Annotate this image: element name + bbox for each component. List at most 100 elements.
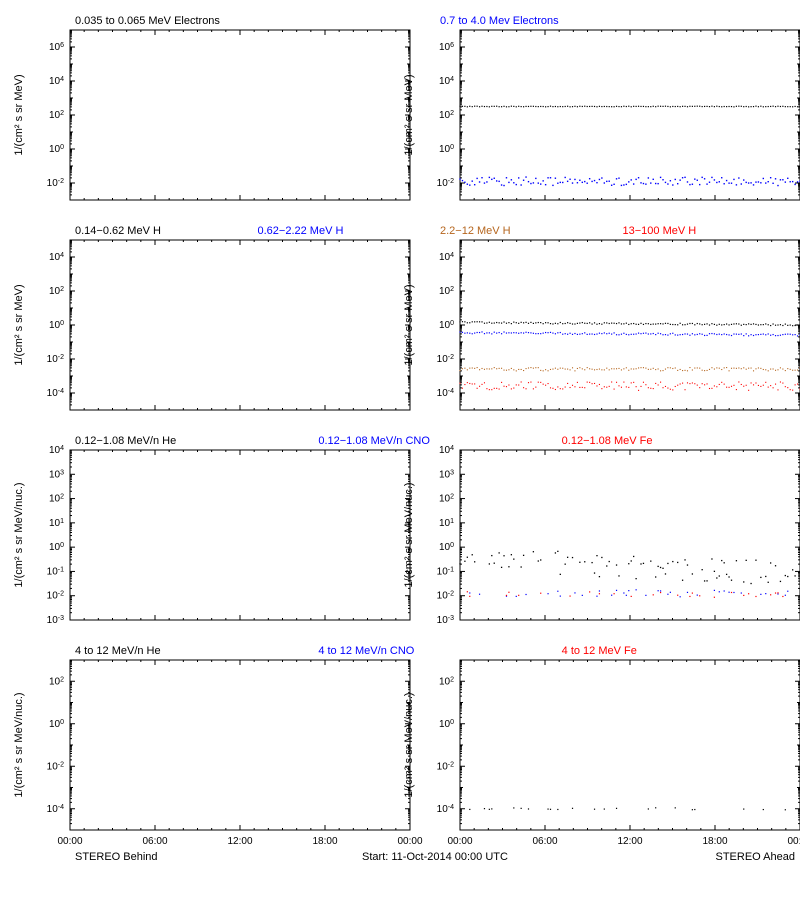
data-point — [587, 382, 588, 383]
data-point — [584, 181, 585, 182]
data-point — [489, 106, 490, 107]
data-point — [606, 387, 607, 388]
data-point — [660, 177, 661, 178]
data-point — [547, 177, 548, 178]
data-point — [753, 184, 754, 185]
data-point — [525, 322, 526, 323]
data-point — [508, 592, 509, 593]
data-point — [481, 368, 482, 369]
data-point — [616, 382, 617, 383]
data-point — [557, 809, 558, 810]
data-point — [506, 386, 507, 387]
data-point — [587, 323, 588, 324]
data-point — [697, 106, 698, 107]
data-point — [670, 106, 671, 107]
data-point — [753, 335, 754, 336]
data-point — [689, 106, 690, 107]
data-point — [640, 386, 641, 387]
data-point — [795, 384, 796, 385]
data-point — [533, 333, 534, 334]
data-point — [726, 106, 727, 107]
data-point — [528, 382, 529, 383]
data-point — [557, 106, 558, 107]
data-point — [574, 370, 575, 371]
data-point — [792, 390, 793, 391]
data-point — [462, 388, 463, 389]
data-point — [716, 386, 717, 387]
data-point — [670, 389, 671, 390]
data-point — [628, 334, 629, 335]
data-point — [724, 562, 725, 563]
data-point — [775, 592, 776, 593]
data-point — [513, 387, 514, 388]
data-point — [770, 325, 771, 326]
data-point — [636, 368, 637, 369]
data-point — [501, 106, 502, 107]
data-point — [687, 106, 688, 107]
data-point — [499, 106, 500, 107]
data-point — [658, 368, 659, 369]
x-tick-label: 00:00 — [57, 836, 82, 847]
data-point — [697, 334, 698, 335]
data-point — [701, 177, 702, 178]
data-point — [496, 106, 497, 107]
y-axis-label: 1/(cm² s sr MeV) — [403, 74, 415, 155]
data-point — [787, 178, 788, 179]
svg-text:10-4: 10-4 — [437, 388, 454, 400]
data-point — [584, 332, 585, 333]
data-point — [472, 106, 473, 107]
data-point — [594, 383, 595, 384]
data-point — [474, 561, 475, 562]
data-point — [623, 323, 624, 324]
data-point — [780, 381, 781, 382]
data-point — [592, 369, 593, 370]
data-point — [499, 332, 500, 333]
y-axis-label: 1/(cm² s sr MeV/nuc.) — [403, 482, 415, 587]
data-point — [724, 106, 725, 107]
data-point — [621, 387, 622, 388]
data-point — [697, 323, 698, 324]
data-point — [589, 591, 590, 592]
data-point — [511, 332, 512, 333]
data-point — [557, 386, 558, 387]
data-point — [672, 324, 673, 325]
data-point — [702, 370, 703, 371]
data-point — [667, 323, 668, 324]
data-point — [675, 807, 676, 808]
data-point — [618, 575, 619, 576]
data-point — [582, 106, 583, 107]
svg-text:104: 104 — [49, 445, 64, 457]
data-point — [503, 106, 504, 107]
data-point — [748, 323, 749, 324]
data-point — [645, 183, 646, 184]
data-point — [474, 368, 475, 369]
x-tick-label: 12:00 — [617, 836, 642, 847]
data-point — [560, 574, 561, 575]
data-point — [464, 321, 465, 322]
svg-text:10-2: 10-2 — [47, 178, 64, 190]
data-point — [599, 179, 600, 180]
data-point — [787, 576, 788, 577]
data-point — [694, 809, 695, 810]
data-point — [648, 106, 649, 107]
data-point — [714, 385, 715, 386]
svg-text:10-4: 10-4 — [47, 388, 64, 400]
data-point — [503, 321, 504, 322]
data-point — [589, 382, 590, 383]
data-point — [570, 369, 571, 370]
data-point — [679, 179, 680, 180]
data-point — [545, 332, 546, 333]
data-point — [728, 324, 729, 325]
data-point — [611, 595, 612, 596]
data-point — [557, 323, 558, 324]
data-point — [736, 560, 737, 561]
data-point — [777, 593, 778, 594]
data-point — [660, 333, 661, 334]
data-point — [533, 106, 534, 107]
data-point — [491, 179, 492, 180]
data-point — [714, 368, 715, 369]
data-point — [660, 590, 661, 591]
data-point — [648, 387, 649, 388]
data-point — [643, 367, 644, 368]
data-point — [616, 178, 617, 179]
